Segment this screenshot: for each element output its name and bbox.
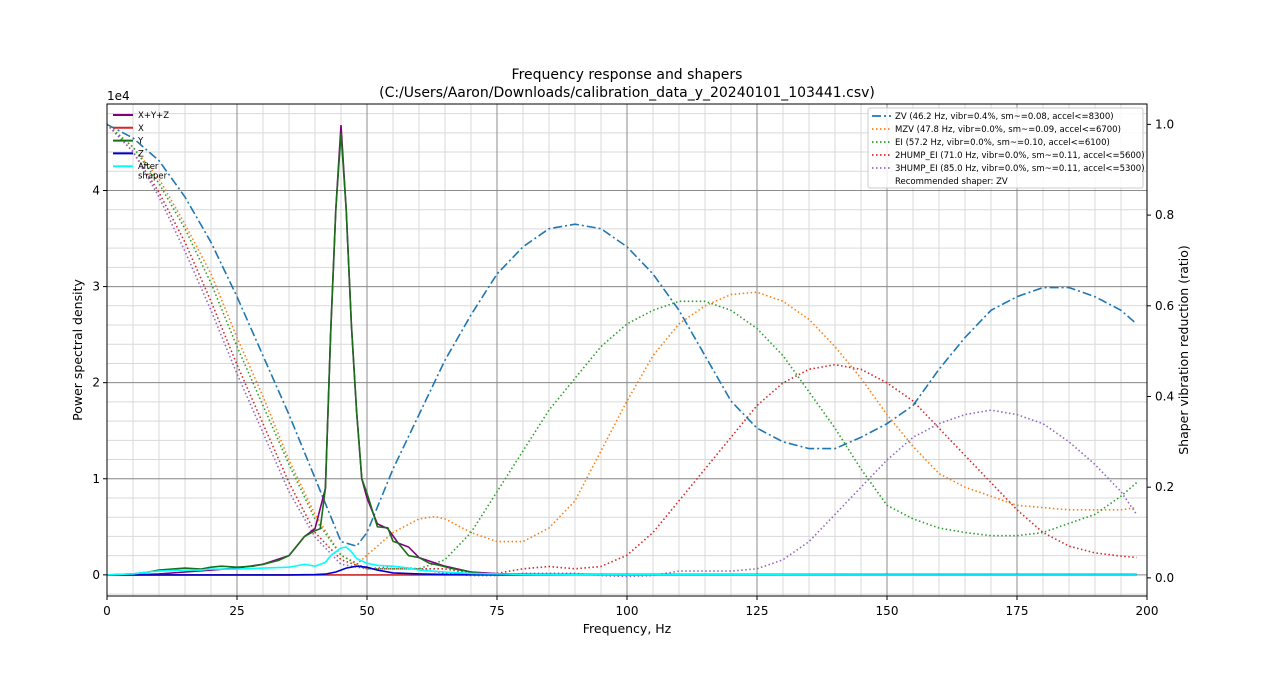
y-axis-label-left: Power spectral density [70, 279, 85, 421]
y-left-tick-label: 3 [92, 280, 100, 294]
legend-psd-label-3: Z [138, 149, 144, 159]
x-tick-label: 125 [746, 604, 769, 618]
legend-shaper-label-1: MZV (47.8 Hz, vibr=0.0%, sm~=0.09, accel… [895, 125, 1121, 135]
psd-curve-2 [107, 132, 1137, 576]
legend-psd-label-0: X+Y+Z [138, 111, 169, 121]
recommended-shaper-label: Recommended shaper: ZV [895, 177, 1008, 187]
legend-shapers-box [867, 107, 1144, 189]
y-left-tick-label: 2 [92, 376, 100, 390]
shaper-curve-3 [107, 123, 1137, 575]
shaper-curve-2 [107, 123, 1138, 570]
x-tick-label: 175 [1006, 604, 1029, 618]
y-right-tick-label: 0.6 [1155, 299, 1174, 313]
legend-shapers: ZV (46.2 Hz, vibr=0.4%, sm~=0.08, accel<… [867, 107, 1145, 189]
y-left-tick-label: 1 [92, 472, 100, 486]
y-axis-label-right: Shaper vibration reduction (ratio) [1176, 245, 1191, 455]
y-right-tick-label: 0.8 [1155, 208, 1174, 222]
legend-psd-label-4: After [138, 162, 159, 172]
ticks-layer: 0 25 50 75 100 125 150 175 200 0 1 2 3 4 0.0 0.2 0.4 0.6 0… [92, 117, 1174, 618]
x-axis-label: Frequency, Hz [583, 621, 672, 636]
x-tick-label: 0 [103, 604, 111, 618]
x-tick-label: 75 [489, 604, 504, 618]
legend-psd-label-4: shaper [138, 172, 168, 182]
x-tick-label: 100 [616, 604, 639, 618]
legend-shaper-label-4: 3HUMP_EI (85.0 Hz, vibr=0.0%, sm~=0.11, … [895, 164, 1145, 174]
series-layer [107, 123, 1138, 578]
psd-curve-4 [107, 546, 1137, 576]
chart-title-line1: Frequency response and shapers [512, 67, 743, 83]
y-right-tick-label: 0.0 [1155, 571, 1174, 585]
y-right-tick-label: 1.0 [1155, 117, 1174, 131]
x-tick-label: 200 [1136, 604, 1159, 618]
x-tick-label: 150 [876, 604, 899, 618]
legend-shaper-label-2: EI (57.2 Hz, vibr=0.0%, sm~=0.10, accel<… [895, 138, 1110, 148]
legend-psd-label-1: X [138, 124, 144, 134]
x-tick-label: 50 [359, 604, 374, 618]
y-offset-text: 1e4 [107, 89, 130, 103]
y-left-tick-label: 0 [92, 568, 100, 582]
shaper-curve-4 [107, 123, 1138, 578]
legend-shaper-label-0: ZV (46.2 Hz, vibr=0.4%, sm~=0.08, accel<… [895, 112, 1114, 122]
x-tick-label: 25 [229, 604, 244, 618]
shaper-curve-0 [107, 123, 1138, 548]
shaper-curve-1 [107, 123, 1137, 566]
y-right-tick-label: 0.2 [1155, 480, 1174, 494]
y-right-tick-label: 0.4 [1155, 389, 1174, 403]
psd-curve-0 [107, 125, 1137, 576]
legend-shaper-label-3: 2HUMP_EI (71.0 Hz, vibr=0.0%, sm~=0.11, … [895, 151, 1145, 161]
legend-psd-label-2: Y [137, 137, 144, 147]
y-left-tick-label: 4 [92, 183, 100, 197]
chart-title-line2: (C:/Users/Aaron/Downloads/calibration_da… [379, 85, 875, 101]
